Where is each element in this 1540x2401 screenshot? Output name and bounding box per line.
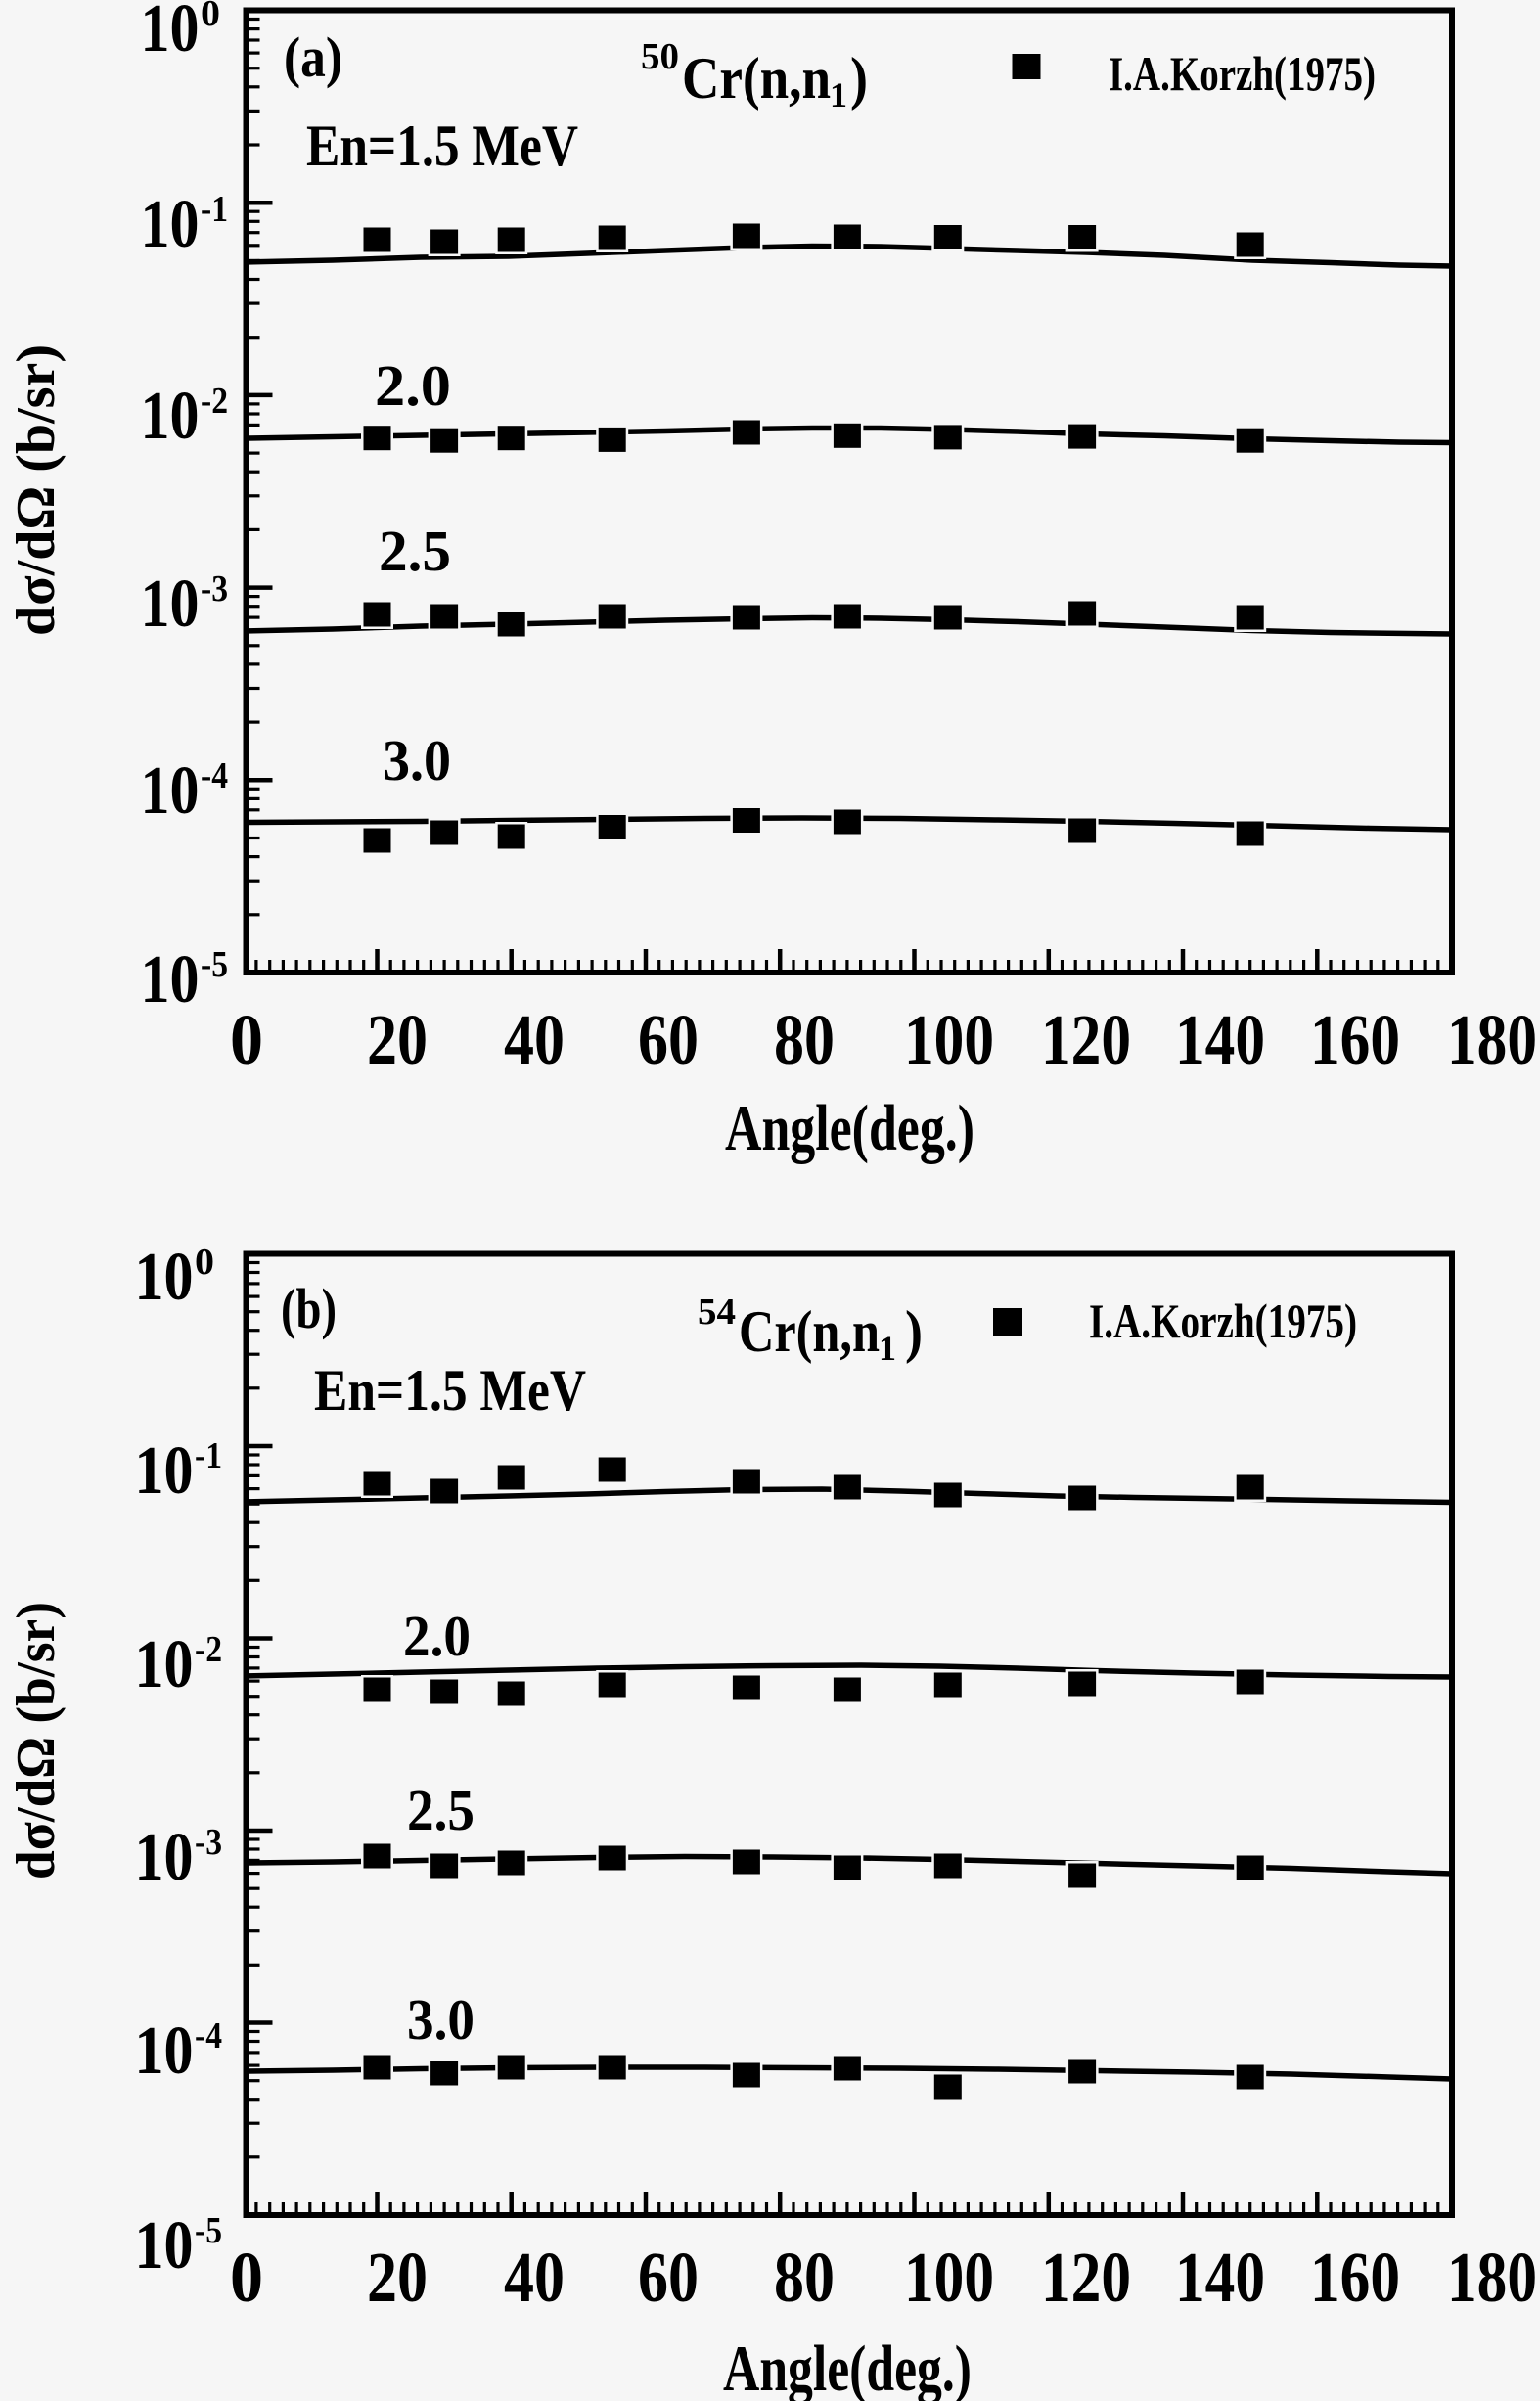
- svg-text:120: 120: [1041, 1000, 1131, 1079]
- svg-text:-2: -2: [195, 1629, 222, 1670]
- svg-text:-3: -3: [201, 568, 228, 610]
- svg-text:10: 10: [135, 1240, 194, 1315]
- svg-text:2.0: 2.0: [375, 353, 451, 418]
- svg-text:(a): (a): [284, 25, 342, 89]
- svg-text:10: 10: [135, 1433, 194, 1509]
- svg-text:20: 20: [367, 1000, 428, 1079]
- svg-text:10: 10: [141, 187, 200, 262]
- svg-text:(b): (b): [281, 1277, 337, 1340]
- svg-text:-5: -5: [195, 2210, 222, 2251]
- svg-text:180: 180: [1447, 2238, 1537, 2317]
- svg-text:10: 10: [141, 379, 200, 454]
- svg-text:20: 20: [367, 2238, 428, 2317]
- svg-text:10: 10: [135, 1820, 194, 1895]
- svg-text:3.0: 3.0: [407, 1987, 475, 2052]
- svg-text:100: 100: [904, 2238, 994, 2317]
- svg-text:10: 10: [141, 753, 200, 829]
- svg-text:En=1.5 MeV: En=1.5 MeV: [306, 113, 578, 178]
- svg-text:Cr(n,n: Cr(n,n: [739, 1299, 880, 1364]
- svg-text:10: 10: [141, 566, 200, 642]
- svg-text:-2: -2: [201, 381, 228, 422]
- svg-text:10: 10: [135, 1627, 194, 1702]
- svg-text:180: 180: [1447, 1000, 1537, 1079]
- svg-text:I.A.Korzh(1975): I.A.Korzh(1975): [1089, 1293, 1357, 1348]
- svg-text:40: 40: [504, 1000, 565, 1079]
- svg-text:Cr(n,n: Cr(n,n: [682, 46, 831, 111]
- svg-text:dσ/dΩ (b/sr): dσ/dΩ (b/sr): [6, 344, 67, 636]
- svg-text:En=1.5 MeV: En=1.5 MeV: [314, 1358, 586, 1423]
- svg-text:-4: -4: [201, 755, 228, 796]
- svg-text:Angle(deg.): Angle(deg.): [725, 1092, 974, 1164]
- svg-text:-5: -5: [201, 944, 228, 985]
- svg-text:0: 0: [230, 1000, 263, 1079]
- svg-text:80: 80: [774, 2238, 835, 2317]
- svg-text:10: 10: [141, 0, 200, 67]
- svg-text:140: 140: [1175, 1000, 1265, 1079]
- svg-text:40: 40: [504, 2238, 565, 2317]
- svg-text:2.5: 2.5: [379, 519, 451, 583]
- svg-text:54: 54: [698, 1291, 736, 1333]
- svg-text:I.A.Korzh(1975): I.A.Korzh(1975): [1109, 46, 1376, 101]
- svg-text:60: 60: [638, 1000, 699, 1079]
- svg-text:dσ/dΩ (b/sr): dσ/dΩ (b/sr): [6, 1602, 67, 1880]
- svg-text:1: 1: [830, 75, 847, 114]
- svg-text:0: 0: [230, 2238, 263, 2317]
- svg-text:3.0: 3.0: [383, 728, 451, 793]
- svg-text:-3: -3: [195, 1822, 222, 1863]
- svg-text:1: 1: [879, 1329, 896, 1368]
- svg-text:60: 60: [638, 2238, 699, 2317]
- svg-text:50: 50: [641, 36, 679, 77]
- svg-text:120: 120: [1041, 2238, 1131, 2317]
- svg-text:140: 140: [1175, 2238, 1265, 2317]
- svg-text:2.0: 2.0: [403, 1604, 471, 1668]
- svg-text:-1: -1: [201, 189, 228, 230]
- svg-text:2.5: 2.5: [407, 1778, 475, 1842]
- svg-text:10: 10: [135, 2014, 194, 2089]
- svg-text:0: 0: [195, 1242, 214, 1283]
- svg-text:-4: -4: [195, 2016, 222, 2057]
- svg-text:160: 160: [1310, 1000, 1400, 1079]
- svg-text:10: 10: [141, 942, 200, 1018]
- svg-text:10: 10: [135, 2208, 194, 2284]
- svg-text:0: 0: [201, 0, 220, 34]
- svg-text:160: 160: [1310, 2238, 1400, 2317]
- svg-text:Angle(deg.): Angle(deg.): [723, 2333, 972, 2401]
- svg-text:80: 80: [774, 1000, 835, 1079]
- svg-text:-1: -1: [195, 1435, 222, 1476]
- svg-text:): ): [850, 46, 868, 111]
- svg-text:): ): [905, 1299, 923, 1364]
- svg-text:100: 100: [904, 1000, 994, 1079]
